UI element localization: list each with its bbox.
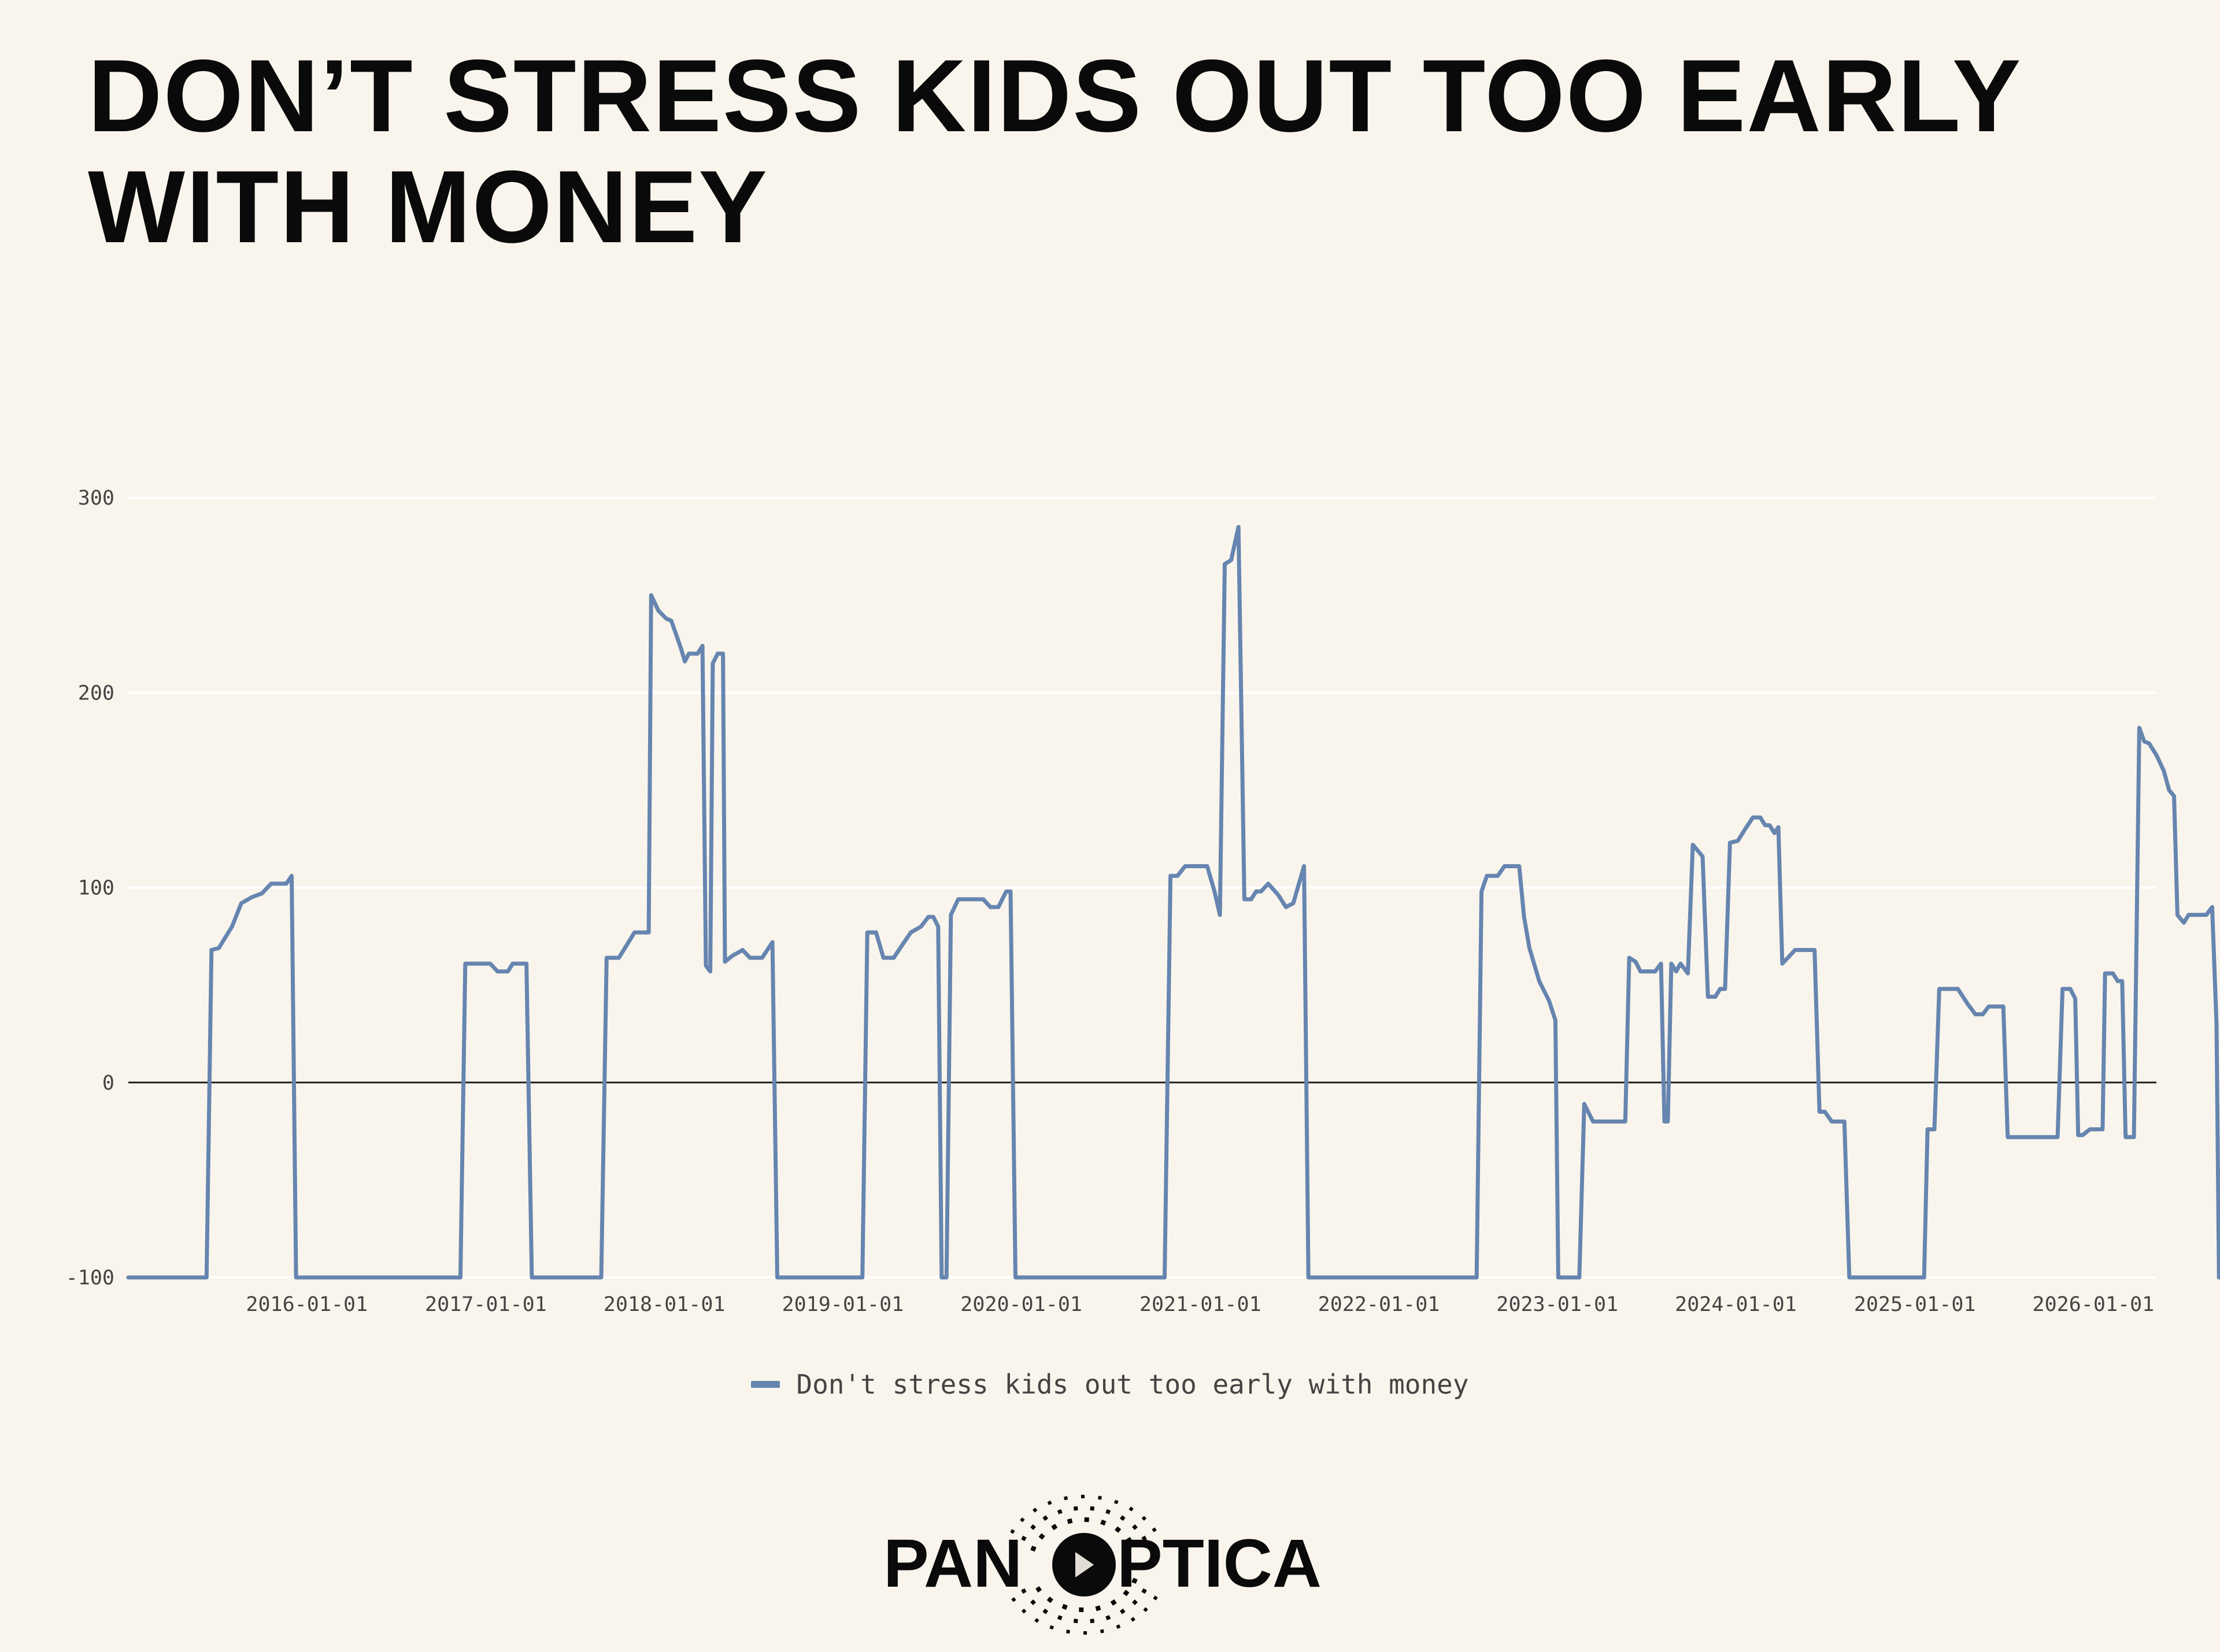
x-tick-label: 2016-01-01 [246,1293,368,1316]
x-tick-label: 2017-01-01 [425,1293,547,1316]
svg-text:PAN: PAN [883,1525,1022,1602]
y-tick-label: 0 [102,1072,114,1095]
gridlines [128,497,2156,1279]
x-tick-label: 2020-01-01 [960,1293,1082,1316]
y-tick-label: -100 [66,1266,114,1290]
svg-text:PTICA: PTICA [1117,1525,1322,1602]
x-axis-ticks: 2016-01-01 2017-01-01 2018-01-01 2019-01-01… [246,1293,2154,1316]
series-line [126,525,2220,1280]
y-tick-label: 300 [78,487,114,510]
x-tick-label: 2024-01-01 [1675,1293,1797,1316]
x-tick-label: 2019-01-01 [782,1293,904,1316]
x-tick-label: 2018-01-01 [604,1293,726,1316]
panoptica-logo: PAN PTICA [883,1494,1322,1635]
legend-label: Don't stress kids out too early with mon… [796,1369,1469,1400]
x-tick-label: 2026-01-01 [2033,1293,2155,1316]
y-tick-label: 200 [78,681,114,705]
y-axis-ticks: -100 0 100 200 300 [66,487,114,1290]
y-tick-label: 100 [78,877,114,900]
eye-burst-icon [1010,1494,1158,1635]
x-tick-label: 2023-01-01 [1496,1293,1618,1316]
series-layer [126,525,2220,1280]
page-title: DON’T STRESS KIDS OUT TOO EARLY WITH MON… [88,38,2021,264]
legend-swatch [751,1381,780,1388]
x-tick-label: 2025-01-01 [1854,1293,1976,1316]
x-tick-label: 2021-01-01 [1139,1293,1261,1316]
x-tick-label: 2022-01-01 [1318,1293,1440,1316]
legend: Don't stress kids out too early with mon… [0,1369,2220,1400]
